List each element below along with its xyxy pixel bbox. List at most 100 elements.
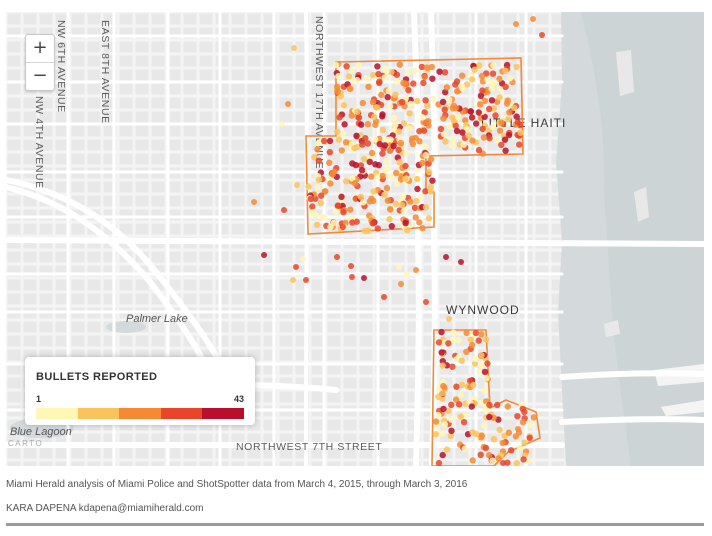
bullet-marker[interactable] [379,172,386,180]
bullet-marker[interactable] [504,403,511,410]
bullet-marker[interactable] [429,177,436,184]
bullet-marker[interactable] [334,254,340,260]
bullet-marker[interactable] [477,451,484,458]
bullet-marker[interactable] [321,137,328,145]
bullet-marker[interactable] [440,115,447,122]
bullet-marker[interactable] [348,263,354,269]
bullet-marker[interactable] [354,108,361,115]
bullet-marker[interactable] [527,421,534,429]
bullet-marker[interactable] [348,112,355,119]
bullet-marker[interactable] [333,83,341,91]
bullet-marker[interactable] [335,73,342,80]
bullet-marker[interactable] [472,355,479,363]
bullet-marker[interactable] [314,146,321,153]
bullet-marker[interactable] [397,139,404,147]
bullet-marker[interactable] [502,83,509,91]
bullet-marker[interactable] [348,67,355,75]
bullet-marker[interactable] [440,130,448,138]
bullet-marker[interactable] [481,387,488,394]
bullet-marker[interactable] [530,16,536,22]
bullet-marker[interactable] [457,391,465,398]
bullet-marker[interactable] [251,199,257,205]
bullet-marker[interactable] [405,87,412,94]
bullet-marker[interactable] [472,329,480,337]
bullet-marker[interactable] [485,452,493,459]
bullet-marker[interactable] [370,197,377,205]
bullet-marker[interactable] [503,100,511,107]
bullet-marker[interactable] [463,348,470,355]
bullet-marker[interactable] [458,83,466,90]
bullet-marker[interactable] [478,331,485,338]
bullet-marker[interactable] [472,430,480,438]
bullet-marker[interactable] [303,277,309,283]
bullet-marker[interactable] [402,220,409,227]
bullet-marker[interactable] [396,61,403,68]
bullet-marker[interactable] [490,62,497,69]
bullet-marker[interactable] [439,98,447,106]
bullet-marker[interactable] [326,137,334,145]
bullet-marker[interactable] [418,63,426,71]
bullet-marker[interactable] [441,421,449,428]
bullet-marker[interactable] [416,219,423,226]
bullet-marker[interactable] [452,396,460,403]
bullet-marker[interactable] [359,99,366,107]
bullet-marker[interactable] [461,445,468,452]
bullet-marker[interactable] [376,141,383,148]
bullet-marker[interactable] [420,79,427,87]
bullet-marker[interactable] [448,427,455,434]
bullet-marker[interactable] [422,204,430,211]
bullet-marker[interactable] [449,114,456,121]
bullet-marker[interactable] [469,457,476,464]
bullet-marker[interactable] [309,203,316,210]
bullet-marker[interactable] [416,128,423,135]
bullet-marker[interactable] [449,136,457,143]
bullet-marker[interactable] [400,120,408,127]
bullet-marker[interactable] [411,67,419,75]
bullet-marker[interactable] [513,113,520,120]
bullet-marker[interactable] [430,96,437,103]
bullet-marker[interactable] [392,121,399,129]
bullet-marker[interactable] [465,132,472,139]
bullet-marker[interactable] [521,439,528,446]
bullet-marker[interactable] [311,154,318,161]
bullet-marker[interactable] [428,63,436,71]
bullet-marker[interactable] [390,142,397,150]
bullet-marker[interactable] [438,328,445,336]
bullet-marker[interactable] [363,75,370,82]
bullet-marker[interactable] [484,76,491,83]
bullet-marker[interactable] [471,66,478,73]
bullet-marker[interactable] [460,141,467,148]
bullet-marker[interactable] [355,62,362,69]
bullet-marker[interactable] [336,114,343,121]
bullet-marker[interactable] [407,100,414,108]
bullet-marker[interactable] [351,180,359,187]
bullet-marker[interactable] [321,188,329,195]
bullet-marker[interactable] [452,81,459,88]
bullet-marker[interactable] [399,98,406,106]
bullet-marker[interactable] [422,97,429,104]
bullet-marker[interactable] [435,393,442,400]
bullet-marker[interactable] [317,199,324,207]
bullet-marker[interactable] [458,357,465,364]
bullet-marker[interactable] [384,93,391,101]
bullet-marker[interactable] [368,173,375,180]
bullet-marker[interactable] [403,150,410,157]
bullet-marker[interactable] [481,97,489,105]
bullet-marker[interactable] [494,401,501,409]
bullet-marker[interactable] [440,382,447,390]
bullet-marker[interactable] [455,114,462,121]
bullet-marker[interactable] [496,426,503,434]
bullet-marker[interactable] [435,459,443,466]
bullet-marker[interactable] [450,102,457,109]
bullet-marker[interactable] [501,136,509,143]
bullet-marker[interactable] [347,206,354,213]
bullet-marker[interactable] [375,162,382,169]
bullet-marker[interactable] [490,105,498,112]
bullet-markers[interactable] [251,16,545,466]
bullet-marker[interactable] [429,75,436,82]
bullet-marker[interactable] [520,456,527,463]
bullet-marker[interactable] [314,184,321,191]
bullet-marker[interactable] [346,85,354,92]
bullet-marker[interactable] [479,125,486,133]
bullet-marker[interactable] [423,64,431,71]
